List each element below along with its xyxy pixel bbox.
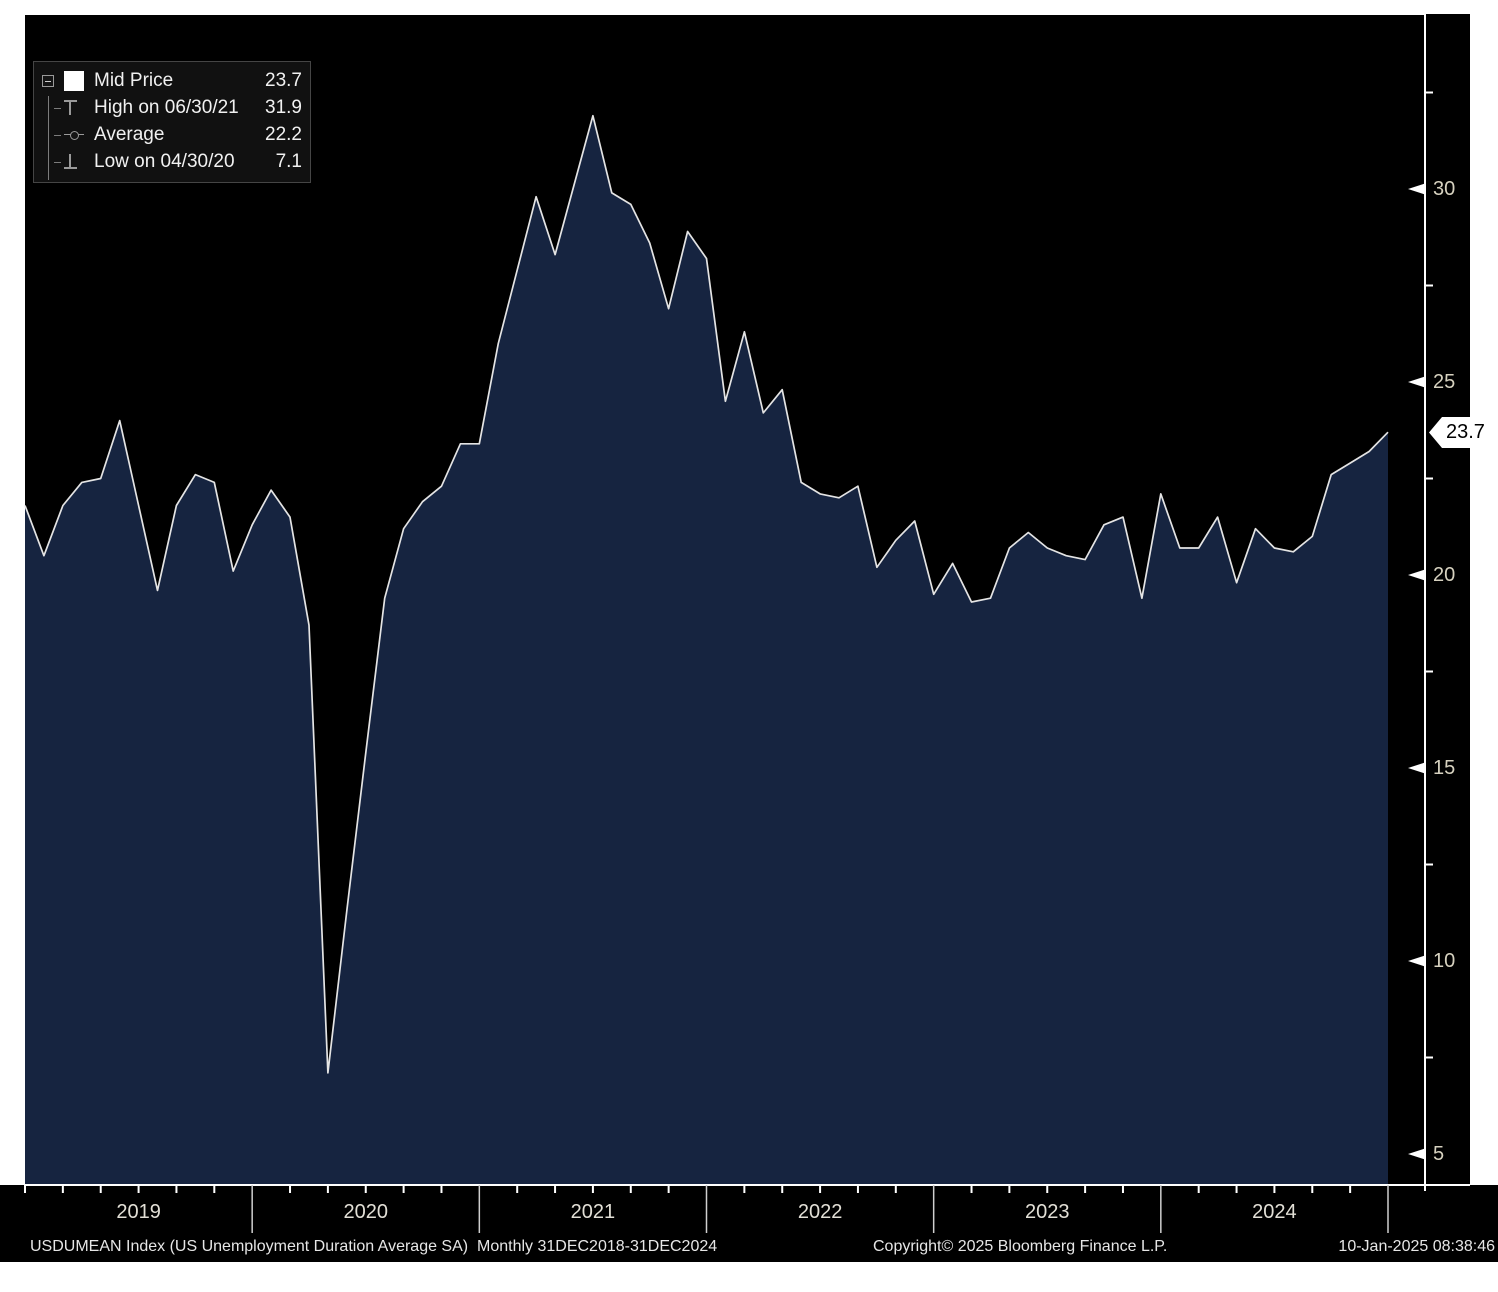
legend-marker — [64, 128, 94, 142]
x-axis-year-label: 2019 — [116, 1201, 161, 1223]
x-axis-year-label: 2023 — [1025, 1201, 1070, 1223]
legend-marker — [64, 100, 94, 115]
high-marker-icon — [64, 100, 77, 115]
copyright-text: Copyright© 2025 Bloomberg Finance L.P. — [873, 1238, 1168, 1255]
y-axis-major-tick — [1408, 376, 1425, 388]
last-price-flag: 23.7 — [1429, 417, 1498, 448]
y-axis-major-tick — [1408, 762, 1425, 774]
y-axis-tick-label: 10 — [1433, 950, 1456, 972]
mid-price-line-series — [24, 114, 1389, 1074]
legend-marker — [64, 154, 94, 169]
chart-description-text: USDUMEAN Index (US Unemployment Duration… — [30, 1238, 718, 1255]
y-axis-major-tick — [1408, 569, 1425, 581]
timestamp-text: 10-Jan-2025 08:38:46 — [1338, 1238, 1495, 1255]
legend-tree-stub — [54, 161, 61, 163]
legend-label: High on 06/30/21 — [94, 97, 239, 118]
y-axis-tick-label: 30 — [1433, 178, 1456, 200]
legend-marker — [64, 70, 94, 91]
x-axis-year-label: 2022 — [797, 1201, 843, 1223]
y-axis-major-tick — [1408, 1148, 1425, 1160]
legend-value: 22.2 — [265, 124, 302, 145]
average-marker-icon — [64, 128, 84, 142]
legend-collapse-icon[interactable] — [40, 74, 64, 87]
legend-row[interactable]: Low on 04/30/20 7.1 — [40, 148, 302, 175]
y-axis-tick-label: 15 — [1433, 757, 1456, 779]
legend-row[interactable]: Mid Price 23.7 — [40, 67, 302, 94]
y-axis-major-tick — [1408, 183, 1425, 195]
y-axis-tick-label: 5 — [1433, 1143, 1445, 1165]
legend-label: Mid Price — [94, 70, 174, 91]
legend-value: 31.9 — [265, 97, 302, 118]
axis-strip-background — [0, 1185, 1498, 1262]
x-axis-year-label: 2024 — [1252, 1201, 1297, 1223]
chart-legend[interactable]: Mid Price 23.7 High on 06/30/21 31.9 Average… — [33, 61, 311, 183]
minus-box-icon[interactable] — [42, 74, 54, 87]
legend-label: Low on 04/30/20 — [94, 151, 235, 172]
legend-label: Average — [94, 124, 165, 145]
y-axis-tick-label: 20 — [1433, 564, 1456, 586]
legend-row[interactable]: High on 06/30/21 31.9 — [40, 94, 302, 121]
legend-tree-line — [48, 96, 49, 180]
y-axis-tick-label: 25 — [1433, 371, 1456, 393]
legend-value: 23.7 — [265, 70, 302, 91]
area-series-fill — [25, 115, 1388, 1186]
low-marker-icon — [64, 154, 77, 169]
y-axis-major-tick — [1408, 955, 1425, 967]
legend-tree-stub — [54, 107, 61, 109]
x-axis-year-label: 2021 — [570, 1201, 616, 1223]
x-axis-year-label: 2020 — [343, 1201, 389, 1223]
legend-tree-stub — [54, 134, 61, 136]
mid-price-square-icon — [64, 70, 84, 91]
legend-value: 7.1 — [275, 151, 302, 172]
legend-row[interactable]: Average 22.2 — [40, 121, 302, 148]
